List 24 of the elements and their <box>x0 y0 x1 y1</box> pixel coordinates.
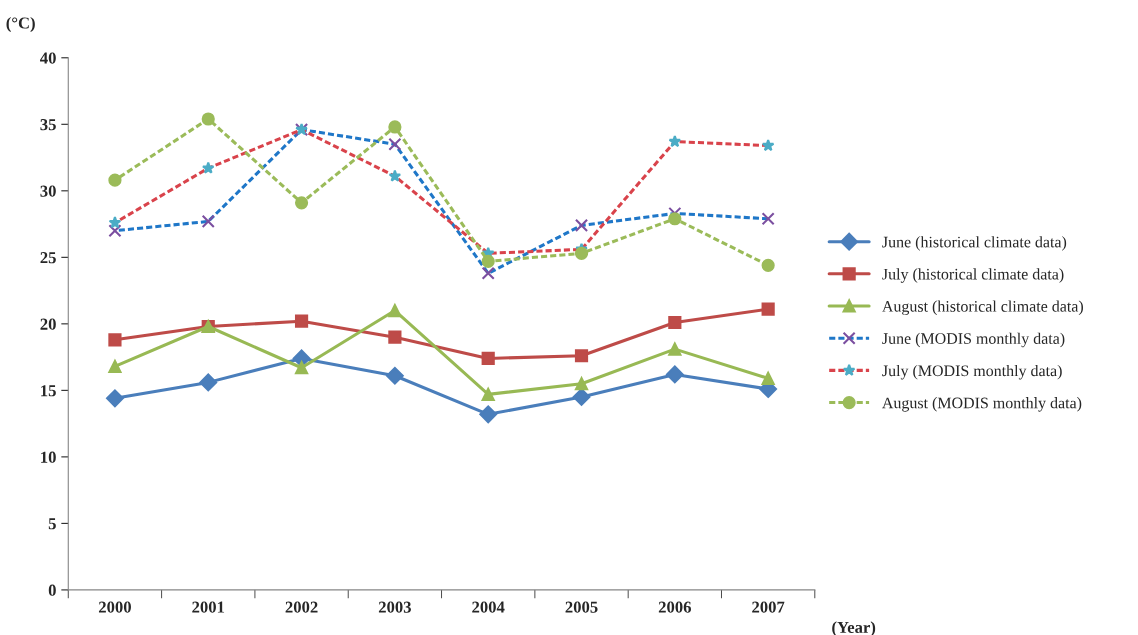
x-tick-label: 2005 <box>565 601 598 613</box>
legend-label: August (historical climate data) <box>882 300 1083 316</box>
x-tick-label: 2001 <box>192 601 225 613</box>
y-tick-label: 10 <box>41 451 56 463</box>
x-tick-label: 2004 <box>472 601 505 613</box>
y-tick-label: 15 <box>41 385 56 397</box>
x-tick-label: 2006 <box>658 601 692 613</box>
legend-label: June (historical climate data) <box>882 236 1067 251</box>
x-tick-label: 2003 <box>378 601 411 613</box>
x-tick-label: 2002 <box>285 601 318 613</box>
y-tick-label: 25 <box>40 252 56 264</box>
y-tick-label: 40 <box>40 52 56 64</box>
y-tick-label: 20 <box>40 318 56 330</box>
y-axis-title: (°C) <box>6 16 35 33</box>
legend-label: July (MODIS monthly data) <box>882 364 1062 380</box>
x-tick-label: 2007 <box>752 601 785 613</box>
y-tick-label: 5 <box>48 518 56 530</box>
legend-label: June (MODIS monthly data) <box>882 332 1065 348</box>
y-tick-label: 0 <box>48 584 56 596</box>
y-tick-label: 35 <box>40 119 56 131</box>
x-tick-label: 2000 <box>98 601 131 613</box>
legend-label: July (historical climate data) <box>882 268 1064 283</box>
y-tick-label: 30 <box>40 185 56 197</box>
legend-label: August (MODIS monthly data) <box>882 397 1082 412</box>
